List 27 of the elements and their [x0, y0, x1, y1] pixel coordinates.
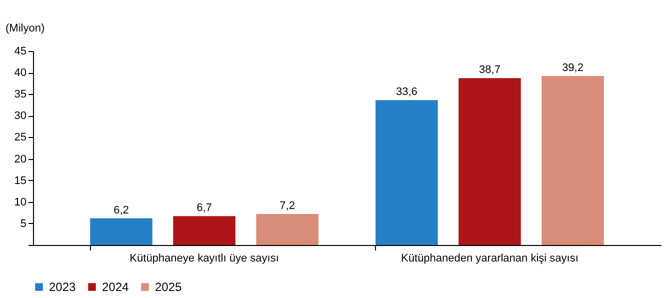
y-tick-label: 25	[14, 132, 26, 144]
x-tick-label: Kütüphaneden yararlanan kişi sayısı	[401, 252, 578, 264]
y-tick-label: 15	[14, 174, 26, 187]
y-tick-label: 5	[20, 218, 26, 230]
data-label: 39,2	[562, 62, 584, 74]
bar	[542, 76, 604, 245]
bar	[458, 78, 521, 245]
data-label: 6,7	[196, 202, 212, 214]
legend-label: 2023	[49, 280, 76, 294]
y-tick-label: 35	[14, 88, 26, 101]
y-axis-title: (Milyon)	[6, 22, 45, 34]
bar	[173, 216, 236, 245]
legend-label: 2024	[102, 280, 130, 294]
y-tick-label: 10	[14, 196, 26, 208]
legend-label: 2025	[155, 280, 182, 294]
data-label: 7,2	[280, 200, 295, 212]
y-tick-label: 40	[14, 67, 26, 80]
bar	[90, 218, 152, 245]
x-tick-label: Kütüphaneye kayıtlı üye sayısı	[130, 252, 279, 264]
data-label: 33,6	[396, 86, 418, 98]
y-tick-label: 20	[14, 153, 26, 166]
bar	[376, 100, 438, 245]
data-label: 6,2	[114, 204, 129, 216]
y-tick-label: 30	[14, 110, 26, 122]
y-tick-label: 45	[14, 46, 26, 58]
data-label: 38,7	[479, 64, 500, 76]
bar	[256, 214, 318, 245]
